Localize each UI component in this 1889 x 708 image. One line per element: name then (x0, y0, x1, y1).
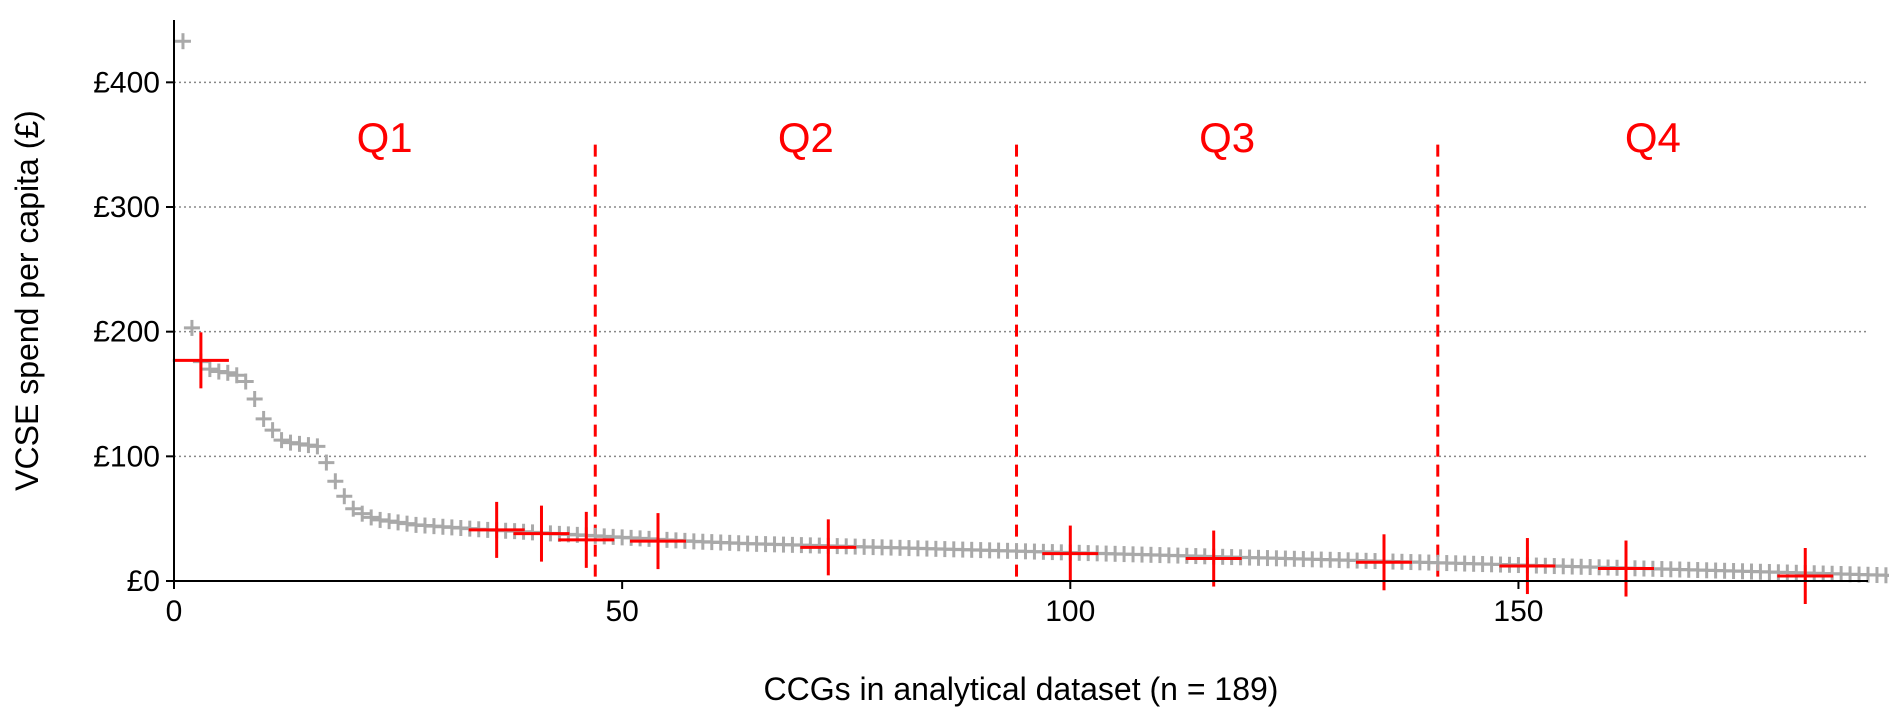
data-point (246, 390, 263, 407)
highlighted-point (630, 513, 686, 570)
data-point (183, 319, 200, 336)
data-point (201, 361, 218, 378)
highlighted-points (172, 332, 1834, 605)
y-tick-label: £200 (93, 316, 160, 349)
data-point (327, 473, 344, 490)
data-point (174, 33, 191, 50)
data-point (237, 373, 254, 390)
quartile-label: Q1 (357, 114, 413, 161)
x-tick-label: 50 (605, 595, 638, 628)
data-point (228, 367, 245, 384)
data-point (318, 454, 335, 471)
data-point (345, 500, 362, 517)
data-point (273, 432, 290, 449)
highlighted-point (172, 332, 229, 389)
x-tick-label: 150 (1493, 595, 1543, 628)
highlighted-point (1185, 530, 1242, 587)
x-axis-title: CCGs in analytical dataset (n = 189) (764, 671, 1279, 707)
data-point (354, 505, 371, 522)
y-axis-title: VCSE spend per capita (£) (9, 110, 45, 491)
x-tick-label: 100 (1045, 595, 1095, 628)
highlighted-point (468, 501, 525, 558)
quartile-labels: Q1 Q2 Q3 Q4 (357, 114, 1681, 161)
ticks: £0 £100 £200 £300 £400 0 50 100 150 (93, 66, 1543, 628)
highlighted-point (1042, 525, 1099, 582)
y-tick-label: £100 (93, 440, 160, 473)
data-point (309, 438, 326, 455)
x-tick-label: 0 (166, 595, 183, 628)
data-point (264, 422, 281, 439)
y-tick-label: £400 (93, 66, 160, 99)
data-point (363, 509, 380, 526)
highlighted-point (1777, 548, 1834, 605)
highlighted-point (1499, 538, 1556, 595)
gridlines (174, 81, 1868, 458)
y-tick-label: £0 (127, 565, 160, 598)
data-point (219, 364, 236, 381)
quartile-label: Q4 (1625, 114, 1681, 161)
highlighted-point (513, 505, 570, 562)
highlighted-point (558, 511, 615, 568)
highlighted-point (1598, 540, 1654, 597)
data-point (1877, 567, 1889, 584)
y-tick-label: £300 (93, 191, 160, 224)
highlighted-point (800, 519, 857, 576)
data-point (255, 410, 272, 427)
quartile-label: Q2 (778, 114, 834, 161)
data-point (336, 488, 353, 505)
axes (173, 20, 1868, 582)
quartile-dividers (593, 144, 1440, 581)
quartile-label: Q3 (1199, 114, 1255, 161)
